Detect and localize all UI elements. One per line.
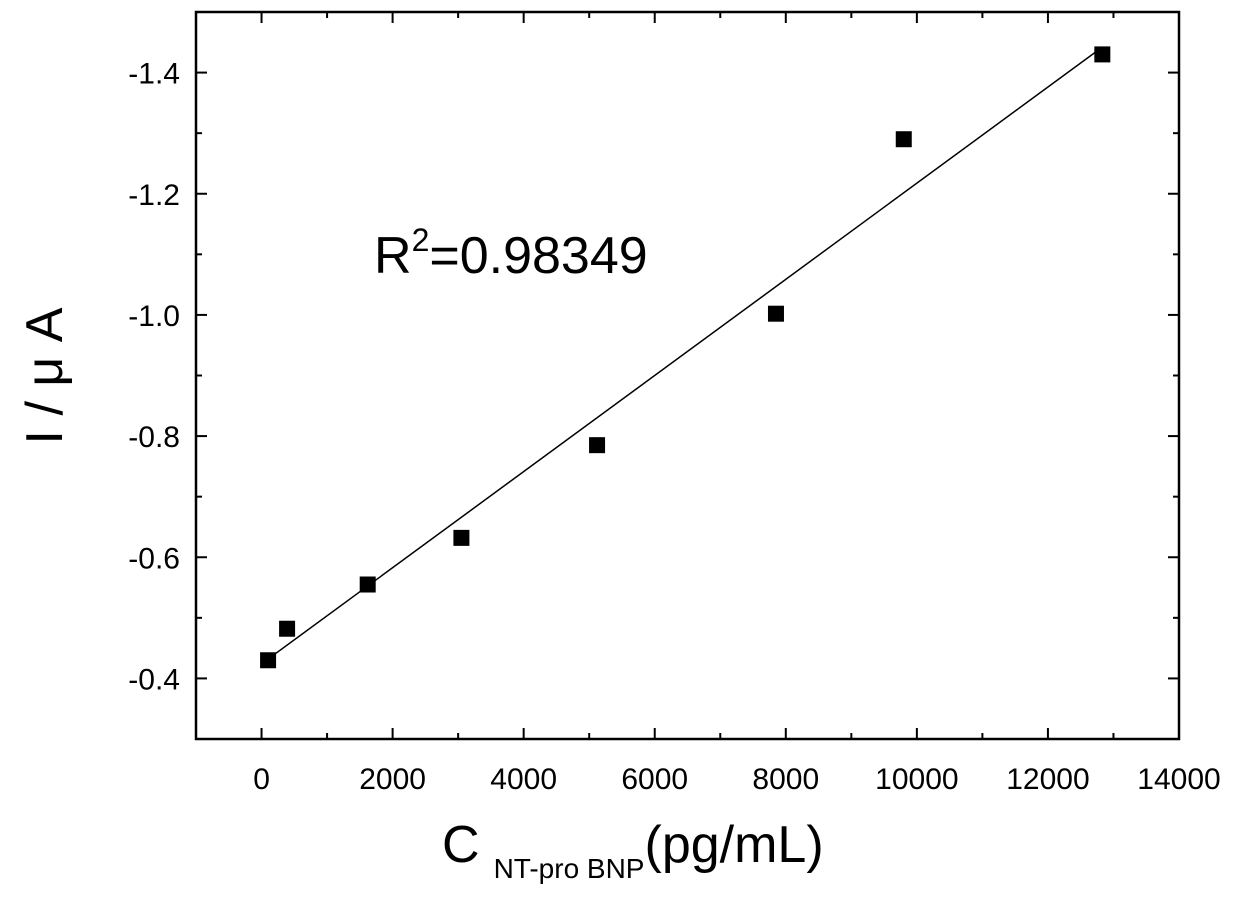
data-point: [453, 530, 469, 546]
x-tick-label: 6000: [621, 763, 688, 796]
x-axis-title: C NT-pro BNP(pg/mL): [442, 816, 824, 884]
x-tick-label: 8000: [752, 763, 819, 796]
x-tick-label: 0: [253, 763, 270, 796]
x-tick-label: 14000: [1137, 763, 1220, 796]
y-axis-title: I / μ A: [16, 307, 74, 444]
x-tick-label: 4000: [490, 763, 557, 796]
data-point: [896, 131, 912, 147]
plot-frame: [196, 12, 1179, 739]
x-tick-label: 12000: [1006, 763, 1089, 796]
data-point: [1094, 46, 1110, 62]
fit-line: [265, 47, 1103, 661]
r-squared-annotation: R2=0.98349: [374, 222, 648, 285]
y-tick-label: -0.8: [128, 421, 180, 454]
y-tick-label: -1.2: [128, 179, 180, 212]
x-axis-title-unit: (pg/mL): [645, 816, 824, 874]
annotation-base: R: [374, 227, 412, 285]
x-tick-label: 2000: [359, 763, 426, 796]
data-point: [360, 577, 376, 593]
y-axis-ticks: [196, 12, 1179, 739]
y-axis-tick-labels: -0.4 -0.6 -0.8 -1.0 -1.2 -1.4: [128, 58, 180, 697]
data-point: [768, 306, 784, 322]
x-axis-ticks: [196, 12, 1179, 739]
x-axis-title-subscript: NT-pro BNP: [494, 853, 645, 884]
data-points: [260, 46, 1110, 668]
annotation-value: =0.98349: [429, 227, 647, 285]
y-tick-label: -0.4: [128, 663, 180, 696]
y-tick-label: -1.0: [128, 300, 180, 333]
y-tick-label: -1.4: [128, 58, 180, 91]
data-point: [260, 652, 276, 668]
x-axis-title-main: C: [442, 816, 480, 874]
annotation-superscript: 2: [412, 222, 430, 258]
x-axis-tick-labels: 0 2000 4000 6000 8000 10000 12000 14000: [253, 763, 1221, 796]
data-point: [589, 437, 605, 453]
y-tick-label: -0.6: [128, 542, 180, 575]
data-point: [279, 621, 295, 637]
x-tick-label: 10000: [875, 763, 958, 796]
